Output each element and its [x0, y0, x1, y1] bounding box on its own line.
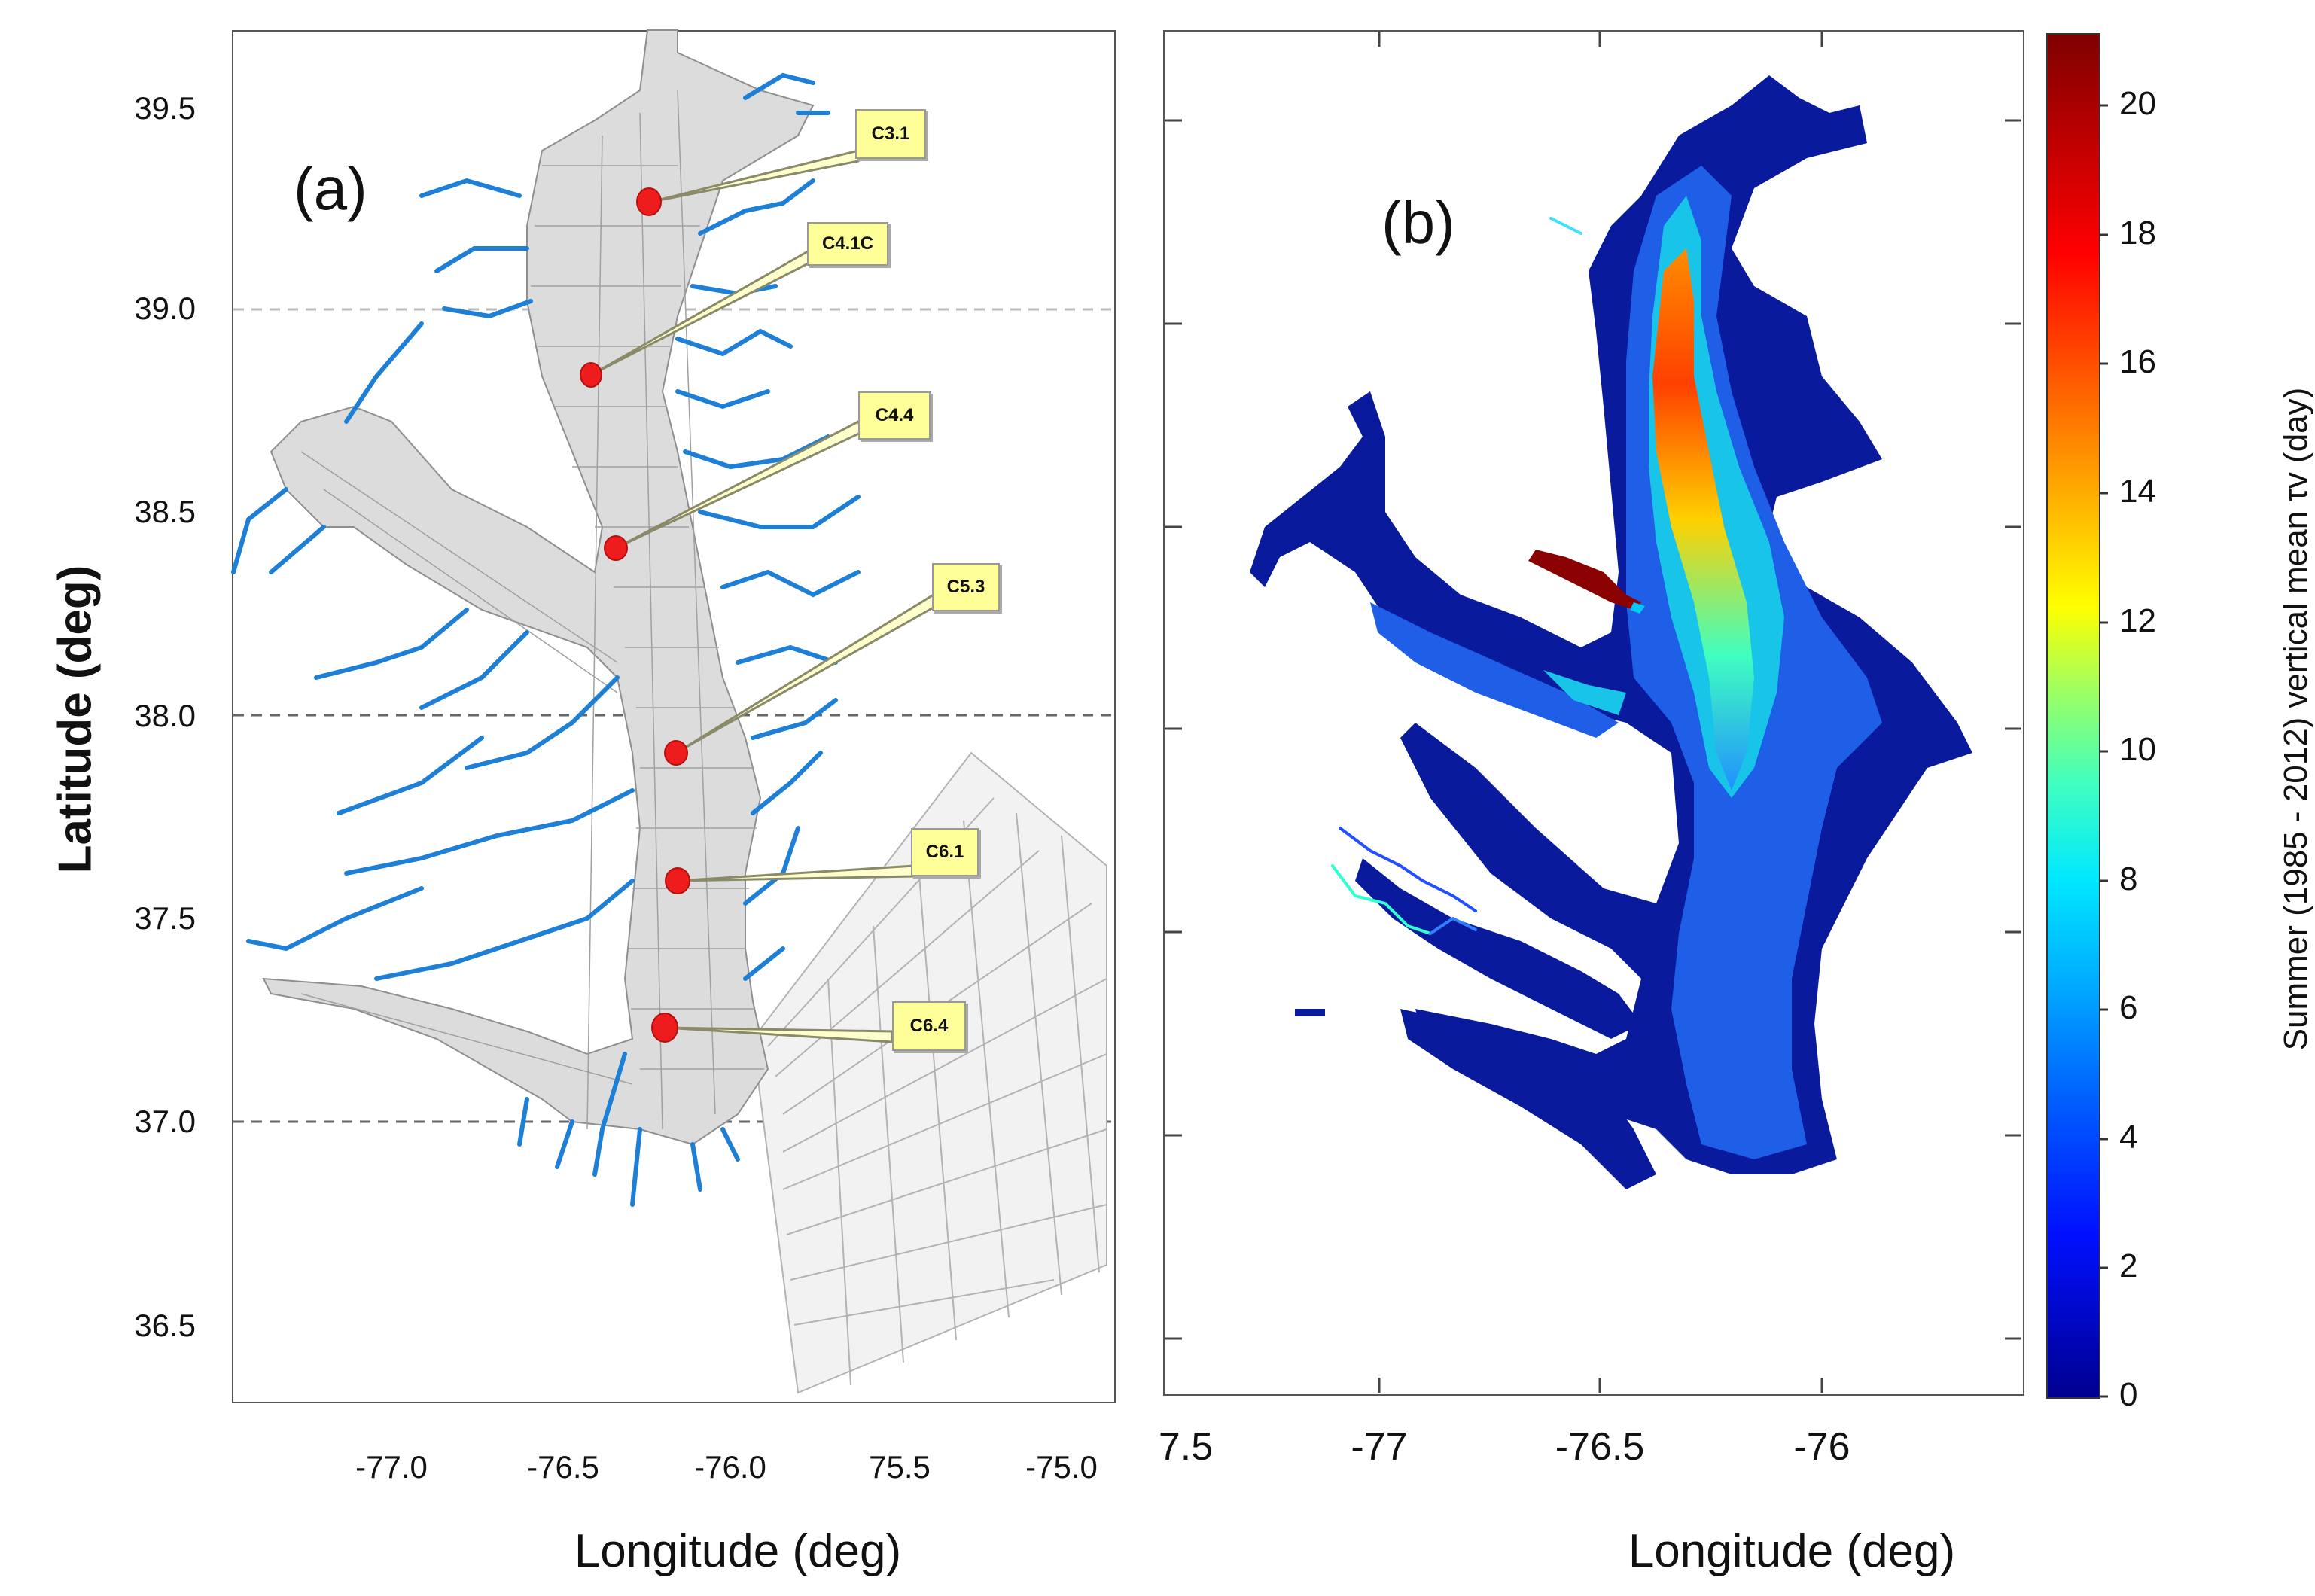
station-label-c3-1: C3.1 — [855, 109, 926, 159]
y-tick-37-0: 37.0 — [134, 1104, 196, 1139]
panel-a-label: (a) — [294, 155, 367, 222]
x-tick-a-76-0: -76.0 — [694, 1449, 766, 1485]
station-label-c6-1: C6.1 — [911, 828, 979, 876]
station-label-c4-4: C4.4 — [858, 391, 931, 440]
x-tick-a-75-5: 75.5 — [869, 1449, 931, 1485]
y-tick-37-5: 37.5 — [134, 900, 196, 936]
colorbar-tick-0: 0 — [2119, 1376, 2138, 1413]
station-label-c4-1c: C4.1C — [807, 222, 888, 266]
panel-b-ticks — [1165, 32, 2021, 1393]
x-tick-b-76: -76 — [1793, 1425, 1850, 1469]
x-tick-a-77-0: -77.0 — [355, 1449, 428, 1485]
station-markers — [580, 187, 690, 1043]
station-label-c5-3: C5.3 — [932, 563, 1000, 611]
station-marker-c3-1 — [636, 187, 662, 216]
tributary-hotspot — [1528, 550, 1641, 610]
x-axis-title-b: Longitude (deg) — [1628, 1525, 1956, 1577]
offshore-grid — [751, 751, 1107, 1394]
station-marker-c4-4 — [604, 535, 628, 561]
y-tick-38-0: 38.0 — [134, 698, 196, 733]
station-marker-c6-1 — [665, 867, 690, 894]
colorbar-tick-6: 6 — [2119, 989, 2138, 1026]
y-tick-39-5: 39.5 — [134, 90, 196, 126]
y-tick-38-5: 38.5 — [134, 494, 196, 529]
colorbar-tick-20: 20 — [2119, 85, 2156, 122]
station-marker-c6-4 — [651, 1013, 678, 1043]
colorbar-tick-18: 18 — [2119, 215, 2156, 251]
colorbar-tick-2: 2 — [2119, 1247, 2138, 1284]
x-tick-b-77-5: 7.5 — [1158, 1425, 1214, 1469]
station-marker-c4-1c — [580, 362, 602, 388]
river-network — [231, 72, 861, 1207]
y-tick-39-0: 39.0 — [134, 291, 196, 326]
x-tick-b-77: -77 — [1351, 1425, 1408, 1469]
colorbar-tick-10: 10 — [2119, 731, 2156, 768]
colorbar-tick-4: 4 — [2119, 1119, 2138, 1156]
colorbar-tick-8: 8 — [2119, 860, 2138, 897]
colorbar-tick-14: 14 — [2119, 473, 2156, 510]
colored-creeks — [1331, 217, 1582, 935]
station-label-c6-4: C6.4 — [892, 1001, 966, 1051]
bay-deep-channel — [1652, 248, 1754, 790]
bay-mesh — [262, 29, 815, 1146]
x-tick-a-76-5: -76.5 — [527, 1449, 599, 1485]
x-tick-a-75-0: -75.0 — [1025, 1449, 1098, 1485]
colorbar-tick-16: 16 — [2119, 343, 2156, 380]
station-marker-c5-3 — [664, 740, 688, 766]
y-tick-36-5: 36.5 — [134, 1308, 196, 1343]
bay-mesh-lines — [300, 90, 764, 1130]
colorbar — [2046, 33, 2100, 1399]
x-tick-b-76-5: -76.5 — [1555, 1425, 1645, 1469]
callout-lines — [590, 149, 939, 1043]
panel-b-label: (b) — [1381, 189, 1455, 256]
colorbar-label: Summer (1985 - 2012) vertical mean τv (d… — [2277, 387, 2314, 1051]
colorbar-tick-12: 12 — [2119, 602, 2156, 639]
x-axis-title-a: Longitude (deg) — [574, 1525, 902, 1577]
